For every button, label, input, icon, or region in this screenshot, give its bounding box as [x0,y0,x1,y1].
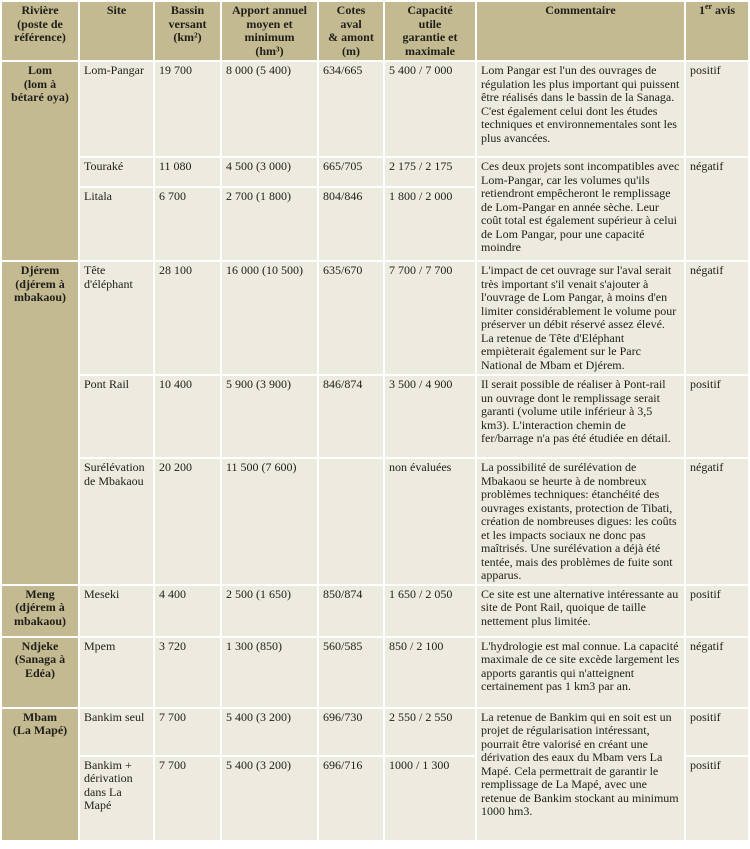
cell-site: Surélévation de Mbakaou [80,459,153,584]
cell-bassin: 4 400 [155,585,220,636]
header-row: Rivière (poste de référence) Site Bassin… [2,2,748,60]
cell-site: Mpem [80,637,153,707]
cell-capacite: 2 550 / 2 550 [385,708,475,755]
header-cotes: Cotes aval & amont (m) [319,2,383,60]
cell-cotes: 635/670 [319,262,383,374]
cell-avis: positif [686,756,748,840]
cell-site: Pont Rail [80,376,153,457]
cell-capacite: 5 400 / 7 000 [385,62,475,156]
cell-capacite: non évaluées [385,459,475,584]
cell-apport: 5 400 (3 200) [222,756,317,840]
cell-comment: L'hydrologie est mal connue. La capacité… [477,637,684,707]
cell-avis: négatif [686,262,748,374]
table-row: Ndjeke (Sanaga à Edéa) Mpem 3 720 1 300 … [2,637,748,707]
table-row: Bankim + dérivation dans La Mapé 7 700 5… [2,756,748,840]
cell-capacite: 1000 / 1 300 [385,756,475,840]
cell-apport: 11 500 (7 600) [222,459,317,584]
header-commentaire: Commentaire [477,2,684,60]
river-group-lom: Lom (lom à bétaré oya) [2,62,78,260]
avis-header-number: 1 [698,3,705,17]
cell-site: Bankim seul [80,708,153,755]
cell-comment: La retenue de Bankim qui en soit est un … [477,708,684,840]
cell-avis: positif [686,376,748,457]
cell-apport: 2 700 (1 800) [222,188,317,260]
header-apport: Apport annuel moyen et minimum (hm³) [222,2,317,60]
cell-avis: positif [686,585,748,636]
cell-cotes: 850/874 [319,585,383,636]
table-row: Meng (djérem à mbakaou) Meseki 4 400 2 5… [2,585,748,636]
cell-cotes: 696/730 [319,708,383,755]
cell-avis: positif [686,62,748,156]
table-row: Surélévation de Mbakaou 20 200 11 500 (7… [2,459,748,584]
cell-bassin: 19 700 [155,62,220,156]
cell-apport: 1 300 (850) [222,637,317,707]
river-group-meng: Meng (djérem à mbakaou) [2,585,78,636]
cell-site: Touraké [80,158,153,186]
cell-site: Lom-Pangar [80,62,153,156]
cell-comment: L'impact de cet ouvrage sur l'aval serai… [477,262,684,374]
cell-capacite: 1 800 / 2 000 [385,188,475,260]
cell-capacite: 2 175 / 2 175 [385,158,475,186]
cell-bassin: 28 100 [155,262,220,374]
table-row: Mbam (La Mapé) Bankim seul 7 700 5 400 (… [2,708,748,840]
cell-cotes: 634/665 [319,62,383,156]
cell-cotes: 696/716 [319,756,383,840]
cell-avis: positif [686,708,748,755]
cell-comment: Ces deux projets sont incompatibles avec… [477,158,684,260]
cell-bassin: 3 720 [155,637,220,707]
cell-comment: La possibilité de surélévation de Mbakao… [477,459,684,584]
cell-capacite: 7 700 / 7 700 [385,262,475,374]
table-row: Djérem (djérem à mbakaou) Tête d'éléphan… [2,262,748,584]
cell-bassin: 11 080 [155,158,220,186]
cell-cotes: 665/705 [319,158,383,186]
cell-bassin: 7 700 [155,756,220,840]
cell-bassin: 20 200 [155,459,220,584]
cell-comment: Ce site est une alternative intéressante… [477,585,684,636]
avis-header-superscript: er [704,2,713,11]
cell-capacite: 3 500 / 4 900 [385,376,475,457]
header-riviere: Rivière (poste de référence) [2,2,78,60]
cell-site: Bankim + dérivation dans La Mapé [80,756,153,840]
cell-cotes: 560/585 [319,637,383,707]
river-group-ndjeke: Ndjeke (Sanaga à Edéa) [2,637,78,707]
cell-apport: 2 500 (1 650) [222,585,317,636]
table-row: Touraké 11 080 4 500 (3 000) 665/705 2 1… [2,158,748,260]
header-bassin: Bassin versant (km²) [155,2,220,60]
river-group-mbam: Mbam (La Mapé) [2,708,78,840]
cell-apport: 5 900 (3 900) [222,376,317,457]
cell-capacite: 1 650 / 2 050 [385,585,475,636]
cell-cotes [319,459,383,584]
cell-site: Tête d'éléphant [80,262,153,374]
cell-bassin: 6 700 [155,188,220,260]
cell-comment: Lom Pangar est l'un des ouvrages de régu… [477,62,684,156]
cell-site: Litala [80,188,153,260]
cell-apport: 16 000 (10 500) [222,262,317,374]
cell-comment: Il serait possible de réaliser à Pont-ra… [477,376,684,457]
cell-capacite: 850 / 2 100 [385,637,475,707]
avis-header-word: avis [712,3,736,17]
cell-avis: négatif [686,158,748,260]
table-row: Pont Rail 10 400 5 900 (3 900) 846/874 3… [2,376,748,457]
header-avis: 1er avis [686,2,748,60]
table-row: Lom (lom à bétaré oya) Lom-Pangar 19 700… [2,62,748,260]
river-group-djerem: Djérem (djérem à mbakaou) [2,262,78,584]
header-site: Site [80,2,153,60]
header-capacite: Capacité utile garantie et maximale [385,2,475,60]
cell-site: Meseki [80,585,153,636]
cell-apport: 4 500 (3 000) [222,158,317,186]
cell-apport: 5 400 (3 200) [222,708,317,755]
cell-avis: négatif [686,459,748,584]
cell-apport: 8 000 (5 400) [222,62,317,156]
cell-avis: négatif [686,637,748,707]
table-row: Litala 6 700 2 700 (1 800) 804/846 1 800… [2,188,748,260]
cell-cotes: 804/846 [319,188,383,260]
cell-bassin: 7 700 [155,708,220,755]
cell-cotes: 846/874 [319,376,383,457]
cell-bassin: 10 400 [155,376,220,457]
